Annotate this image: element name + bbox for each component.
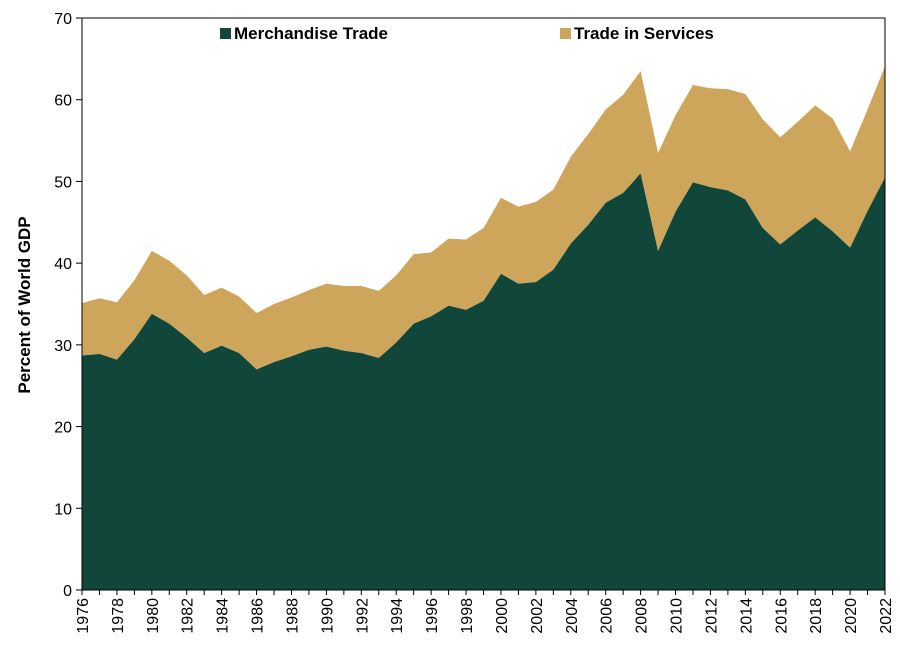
x-tick-label: 2014 — [738, 598, 755, 634]
x-tick-label: 1990 — [319, 598, 336, 634]
y-tick-labels: 0 10 20 30 40 50 60 70 — [54, 11, 72, 600]
x-tick-label: 1988 — [284, 598, 301, 634]
x-tick-label: 2018 — [808, 598, 825, 634]
x-tick-label: 1980 — [145, 598, 162, 634]
x-tick-label: 2004 — [564, 598, 581, 634]
x-tick-label: 1992 — [354, 598, 371, 634]
area-series-0 — [82, 173, 885, 590]
y-tick-label: 60 — [54, 93, 72, 110]
legend: Merchandise Trade Trade in Services — [220, 24, 714, 43]
legend-swatch — [560, 28, 571, 39]
area-layer — [82, 66, 885, 590]
axes-layer — [76, 17, 886, 595]
x-tick-label: 1986 — [250, 598, 267, 634]
area-series-1 — [82, 66, 885, 370]
x-tick-label: 2022 — [878, 598, 895, 634]
x-tick-label: 1984 — [215, 598, 232, 634]
x-tick-label: 2010 — [669, 598, 686, 634]
y-tick-label: 40 — [54, 256, 72, 273]
legend-label: Merchandise Trade — [234, 24, 388, 43]
x-tick-labels: 1976 1978 1980 1982 1984 1986 1988 1990 1992 1994… — [75, 598, 895, 634]
y-tick-label: 10 — [54, 501, 72, 518]
x-tick-label: 1998 — [459, 598, 476, 634]
y-tick-label: 50 — [54, 174, 72, 191]
x-tick-label: 2002 — [529, 598, 546, 634]
y-tick-label: 70 — [54, 11, 72, 28]
x-tick-label: 2006 — [599, 598, 616, 634]
x-tick-label: 1978 — [110, 598, 127, 634]
legend-swatch — [220, 28, 231, 39]
y-axis-title: Percent of World GDP — [15, 216, 34, 393]
x-tick-label: 2012 — [703, 598, 720, 634]
y-tick-label: 30 — [54, 338, 72, 355]
x-tick-label: 2016 — [773, 598, 790, 634]
x-tick-label: 2020 — [843, 598, 860, 634]
y-tick-label: 20 — [54, 420, 72, 437]
x-tick-label: 2008 — [634, 598, 651, 634]
x-tick-label: 1976 — [75, 598, 92, 634]
x-tick-label: 1994 — [389, 598, 406, 634]
x-tick-label: 1996 — [424, 598, 441, 634]
x-tick-label: 2000 — [494, 598, 511, 634]
legend-label: Trade in Services — [574, 24, 714, 43]
x-tick-label: 1982 — [180, 598, 197, 634]
y-tick-label: 0 — [63, 583, 72, 600]
